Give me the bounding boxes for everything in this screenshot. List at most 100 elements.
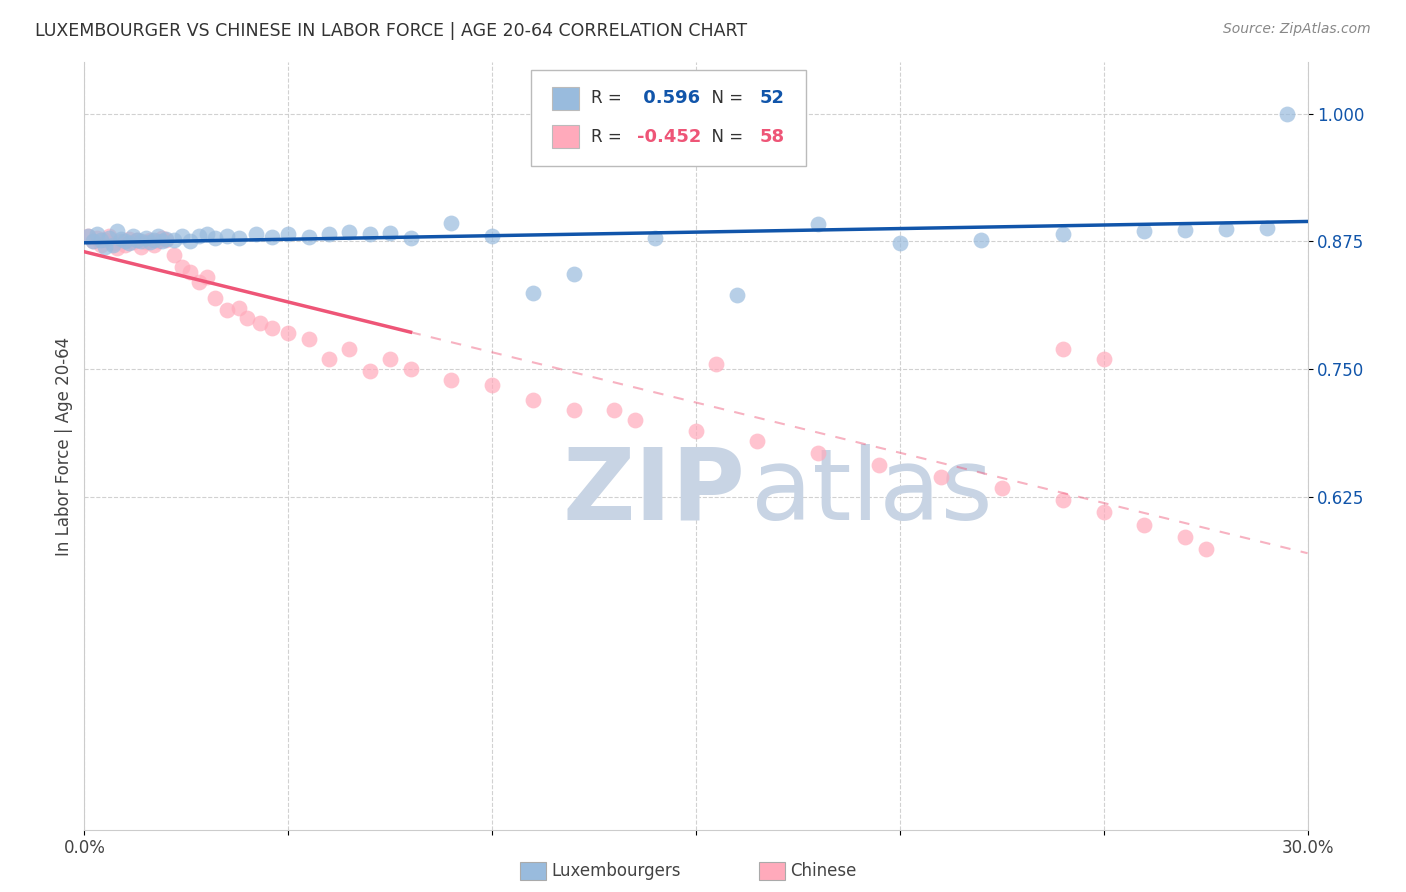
Text: Luxembourgers: Luxembourgers: [551, 862, 681, 880]
Text: N =: N =: [700, 128, 748, 146]
Point: [204, 291, 226, 305]
Point: [146, 229, 169, 244]
Point: [236, 311, 259, 326]
Point: [522, 392, 544, 407]
Point: [77, 229, 100, 244]
Point: [644, 231, 666, 245]
Point: [481, 377, 503, 392]
Point: [179, 235, 201, 249]
Point: [142, 234, 165, 248]
Point: [127, 234, 149, 248]
Point: [725, 287, 748, 301]
Point: [101, 236, 124, 251]
Text: atlas: atlas: [751, 443, 993, 541]
Point: [110, 232, 132, 246]
Point: [118, 236, 141, 251]
Point: [1052, 493, 1074, 508]
Point: [399, 231, 422, 245]
Point: [1215, 222, 1237, 236]
Text: R =: R =: [591, 128, 627, 146]
Text: -0.452: -0.452: [637, 128, 702, 146]
Point: [260, 230, 283, 244]
Text: LUXEMBOURGER VS CHINESE IN LABOR FORCE | AGE 20-64 CORRELATION CHART: LUXEMBOURGER VS CHINESE IN LABOR FORCE |…: [35, 22, 747, 40]
Point: [624, 413, 647, 427]
Point: [97, 229, 120, 244]
Point: [155, 234, 177, 248]
Point: [1174, 530, 1197, 544]
Point: [277, 326, 299, 341]
Point: [163, 248, 186, 262]
Point: [97, 231, 120, 245]
Point: [318, 227, 340, 242]
Point: [135, 231, 157, 245]
Point: [359, 364, 381, 378]
Text: N =: N =: [700, 89, 748, 108]
Point: [172, 260, 194, 274]
Point: [339, 342, 361, 356]
Point: [807, 446, 830, 460]
Point: [929, 469, 952, 483]
Point: [122, 235, 145, 250]
Text: Source: ZipAtlas.com: Source: ZipAtlas.com: [1223, 22, 1371, 37]
Point: [562, 403, 585, 417]
Point: [706, 357, 728, 371]
Point: [298, 230, 321, 244]
Point: [138, 235, 160, 250]
Point: [105, 241, 128, 255]
Point: [131, 239, 153, 253]
Point: [522, 285, 544, 300]
Point: [991, 481, 1014, 495]
Point: [195, 270, 218, 285]
FancyBboxPatch shape: [531, 70, 806, 166]
Point: [1133, 517, 1156, 532]
Point: [82, 235, 104, 249]
Point: [1256, 221, 1278, 235]
Point: [217, 229, 239, 244]
Point: [142, 237, 165, 252]
Point: [318, 352, 340, 367]
Point: [1052, 227, 1074, 242]
Point: [228, 231, 250, 245]
Point: [1195, 542, 1218, 557]
Point: [399, 362, 422, 376]
Point: [869, 458, 891, 473]
Point: [93, 234, 115, 248]
Point: [1174, 223, 1197, 237]
Point: [179, 265, 201, 279]
Point: [562, 267, 585, 281]
Point: [603, 403, 626, 417]
Point: [163, 234, 186, 248]
Text: 52: 52: [759, 89, 785, 108]
Point: [86, 227, 108, 242]
Point: [245, 227, 267, 242]
Point: [93, 239, 115, 253]
Point: [105, 224, 128, 238]
Point: [82, 235, 104, 249]
Point: [187, 276, 209, 290]
Point: [114, 235, 136, 249]
Point: [204, 231, 226, 245]
Point: [807, 217, 830, 231]
Point: [90, 237, 112, 252]
Point: [1277, 106, 1299, 120]
Point: [440, 372, 463, 386]
Point: [228, 301, 250, 315]
Point: [685, 424, 707, 438]
Point: [298, 332, 321, 346]
Point: [481, 229, 503, 244]
Point: [260, 321, 283, 335]
Point: [155, 232, 177, 246]
Point: [122, 229, 145, 244]
Point: [146, 235, 169, 249]
Point: [380, 352, 402, 367]
Point: [1133, 224, 1156, 238]
Text: Chinese: Chinese: [790, 862, 856, 880]
Point: [135, 235, 157, 250]
FancyBboxPatch shape: [551, 87, 578, 110]
Point: [217, 302, 239, 317]
Point: [1092, 506, 1115, 520]
Point: [110, 235, 132, 249]
Point: [359, 227, 381, 242]
Point: [1092, 352, 1115, 367]
Text: 58: 58: [759, 128, 785, 146]
